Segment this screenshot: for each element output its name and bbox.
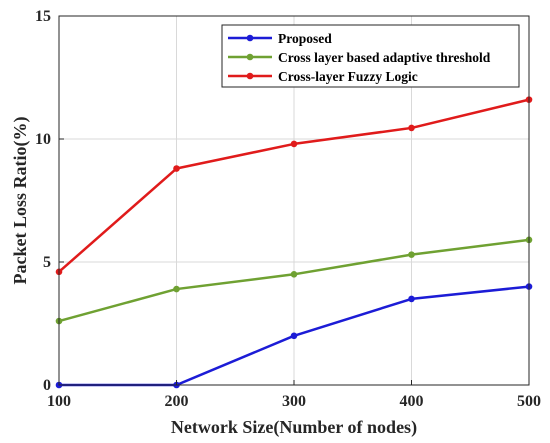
data-point-2	[408, 124, 415, 132]
x-tick-label: 300	[282, 393, 306, 410]
x-tick-label: 200	[165, 393, 189, 410]
y-tick-label: 5	[43, 254, 51, 271]
data-point-2	[173, 165, 180, 172]
data-point-0	[290, 332, 298, 340]
x-tick-label: 100	[47, 393, 71, 410]
data-point-0	[408, 295, 415, 303]
x-tick-label: 400	[400, 393, 424, 410]
data-point-1	[290, 271, 298, 278]
legend: Proposed Cross layer based adaptive thres…	[221, 24, 520, 88]
data-point-1	[173, 285, 180, 293]
y-tick-label: 0	[43, 377, 51, 394]
legend-label: Cross-layer Fuzzy Logic	[278, 69, 418, 84]
y-axis-title: Packet Loss Ratio(%)	[10, 117, 31, 285]
legend-label: Cross layer based adaptive threshold	[278, 50, 491, 65]
axis-ticks: 100 200 300 400 500 0 5 10 15	[35, 8, 541, 410]
legend-marker	[246, 72, 254, 80]
y-tick-label: 15	[35, 8, 51, 25]
x-axis-title: Network Size(Number of nodes)	[171, 417, 417, 438]
legend-marker	[246, 34, 254, 42]
y-tick-label: 10	[35, 131, 51, 148]
legend-label: Proposed	[278, 31, 332, 46]
x-tick-label: 500	[517, 393, 541, 410]
legend-marker	[246, 53, 254, 61]
data-point-1	[408, 251, 415, 258]
data-point-2	[290, 140, 298, 148]
